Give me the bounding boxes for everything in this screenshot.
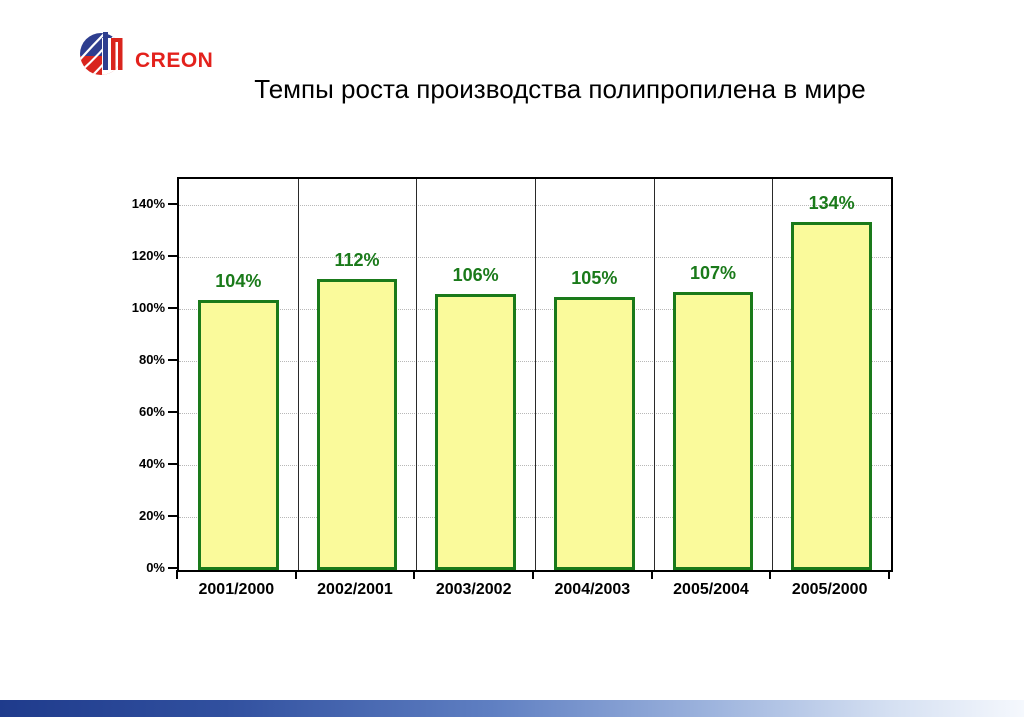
- x-axis-tick: [650, 570, 653, 579]
- bar-2004/2003: [553, 297, 635, 570]
- x-axis-label: 2002/2001: [317, 581, 393, 598]
- bar-value-label: 104%: [215, 270, 262, 291]
- column-separator: [297, 179, 299, 570]
- creon-logo: CREON: [78, 24, 213, 83]
- column-separator: [772, 179, 774, 570]
- x-axis-label: 2005/2004: [673, 581, 749, 598]
- x-axis-tick: [294, 570, 297, 579]
- y-axis-label: 60%: [138, 404, 165, 419]
- x-axis-tick: [413, 570, 416, 579]
- y-axis-tick: [168, 411, 178, 413]
- x-axis-label: 2003/2002: [435, 581, 512, 598]
- creon-logo-text: CREON: [135, 48, 214, 72]
- y-axis-label: 120%: [131, 248, 165, 263]
- bar-value-label: 106%: [452, 265, 499, 286]
- x-axis-label: 2001/2000: [198, 581, 275, 598]
- y-axis-tick: [168, 203, 178, 205]
- y-axis-tick: [168, 463, 178, 465]
- x-axis-label: 2005/2000: [791, 581, 868, 598]
- y-axis-label: 80%: [138, 352, 165, 367]
- x-axis-tick: [176, 570, 178, 579]
- bar-value-label: 112%: [334, 249, 380, 270]
- y-axis-label: 0%: [146, 560, 165, 575]
- bar-2001/2000: [197, 299, 279, 570]
- bar-2002/2001: [316, 278, 398, 570]
- bar-2005/2004: [672, 291, 754, 570]
- chart-title: Темпы роста производства полипропилена в…: [254, 74, 866, 104]
- x-axis-tick: [532, 570, 534, 579]
- creon-globe-icon: [78, 24, 128, 83]
- column-separator: [535, 179, 536, 570]
- chart-plot-area: 104% 112% 106% 105% 107% 134%: [177, 177, 893, 572]
- column-separator: [653, 179, 655, 570]
- bar-2003/2002: [435, 294, 516, 570]
- bar-value-label: 107%: [689, 262, 736, 283]
- y-axis-tick: [168, 567, 178, 569]
- x-axis-tick: [769, 570, 772, 579]
- y-axis-tick: [168, 307, 178, 309]
- y-axis-label: 140%: [131, 196, 165, 211]
- y-axis-tick: [168, 515, 178, 517]
- bar-value-label: 105%: [571, 268, 618, 288]
- x-axis-tick: [888, 570, 890, 579]
- y-axis-label: 20%: [138, 508, 165, 523]
- bar-value-label: 134%: [808, 192, 855, 213]
- bar-2005/2000: [791, 221, 872, 570]
- x-axis-label: 2004/2003: [554, 581, 631, 598]
- footer-gradient-bar: [0, 700, 1024, 717]
- y-axis-tick: [168, 255, 178, 257]
- y-axis-label: 100%: [131, 300, 165, 315]
- column-separator: [416, 179, 418, 570]
- y-axis-tick: [168, 359, 178, 361]
- y-axis-label: 40%: [138, 456, 165, 471]
